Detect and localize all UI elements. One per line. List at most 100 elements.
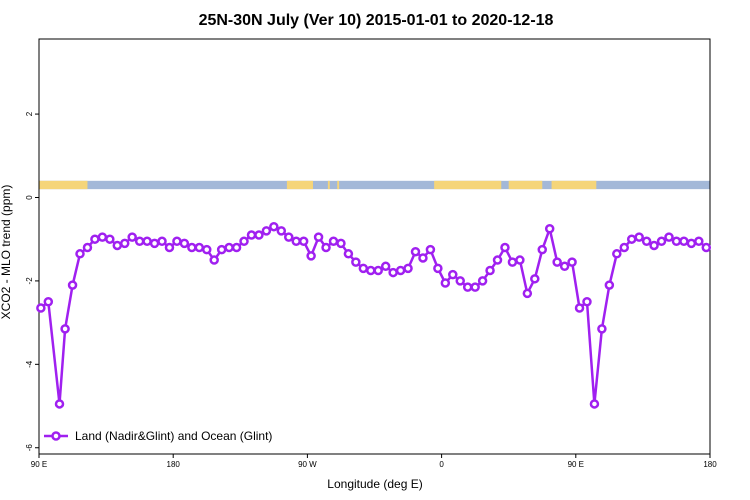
data-point xyxy=(239,236,249,247)
land-segment xyxy=(337,180,340,190)
data-point xyxy=(477,276,488,286)
data-point xyxy=(649,240,659,251)
data-point xyxy=(597,324,607,334)
data-point xyxy=(276,226,287,236)
data-point xyxy=(530,274,540,284)
land-segment xyxy=(39,180,88,190)
data-point xyxy=(537,244,547,255)
data-point xyxy=(112,240,123,251)
data-point xyxy=(119,238,130,249)
data-point xyxy=(172,236,182,247)
data-point xyxy=(224,242,234,253)
data-point xyxy=(626,234,637,244)
data-point xyxy=(462,282,473,292)
data-point xyxy=(216,244,227,255)
data-point xyxy=(43,297,54,307)
data-point xyxy=(410,246,421,257)
data-point xyxy=(544,224,555,234)
data-point xyxy=(231,242,242,253)
data-point xyxy=(328,236,339,247)
data-point xyxy=(306,251,316,261)
data-point xyxy=(82,242,93,253)
data-point xyxy=(664,232,674,242)
plot-area-border xyxy=(38,38,711,455)
legend: Land (Nadir&Glint) and Ocean (Glint) xyxy=(44,429,272,443)
data-point xyxy=(641,236,652,247)
data-point xyxy=(522,288,533,299)
data-point xyxy=(164,242,175,253)
data-point xyxy=(686,238,697,249)
data-point xyxy=(254,230,264,240)
legend-marker xyxy=(51,431,61,441)
y-axis: -6 -4 -2 0 2 xyxy=(25,111,39,451)
data-point xyxy=(60,324,70,334)
data-point xyxy=(246,230,257,240)
x-tick-label: 180 xyxy=(703,460,717,469)
series-layer xyxy=(36,221,712,409)
data-point xyxy=(679,236,689,247)
data-point xyxy=(142,236,152,247)
data-point xyxy=(36,303,46,313)
data-point xyxy=(321,242,331,253)
series-line xyxy=(40,225,708,406)
data-point xyxy=(388,267,398,278)
data-point xyxy=(559,261,570,272)
data-point xyxy=(97,232,108,242)
data-point xyxy=(187,242,197,253)
chart-title: 25N-30N July (Ver 10) 2015-01-01 to 2020… xyxy=(199,12,554,29)
data-point xyxy=(440,278,451,288)
land-segment xyxy=(327,180,330,190)
data-point xyxy=(54,399,65,409)
land-segment xyxy=(434,180,502,190)
data-point xyxy=(194,242,205,253)
data-point xyxy=(604,280,615,290)
x-axis-label: Longitude (deg E) xyxy=(327,477,422,491)
data-point xyxy=(105,234,115,244)
data-point xyxy=(567,257,577,267)
data-point xyxy=(157,236,167,247)
data-point xyxy=(589,399,600,409)
data-point xyxy=(492,255,503,265)
x-tick-label: 180 xyxy=(167,460,181,469)
x-tick-label: 90 E xyxy=(568,460,584,469)
data-point xyxy=(351,257,361,267)
data-point xyxy=(90,234,100,244)
data-point xyxy=(313,232,324,242)
data-point xyxy=(75,249,85,259)
data-point xyxy=(149,238,160,249)
data-point xyxy=(291,236,301,247)
data-point xyxy=(127,232,137,242)
data-point xyxy=(202,244,212,255)
x-tick-label: 90 W xyxy=(298,460,317,469)
data-point xyxy=(448,269,458,280)
data-point xyxy=(366,265,376,276)
data-point xyxy=(380,261,391,272)
x-tick-label: 90 E xyxy=(31,460,47,469)
data-point xyxy=(425,244,436,255)
data-point xyxy=(269,221,279,232)
data-point xyxy=(373,265,383,276)
x-tick-label: 0 xyxy=(439,460,444,469)
y-tick-label: 2 xyxy=(25,111,34,116)
data-point xyxy=(470,282,480,292)
data-point xyxy=(612,249,622,259)
y-tick-label: -4 xyxy=(25,360,34,368)
data-point xyxy=(619,242,630,253)
x-axis: 90 E 180 90 W 0 90 E 180 xyxy=(31,454,717,469)
data-point xyxy=(455,276,465,286)
data-point xyxy=(582,297,592,307)
data-point xyxy=(418,253,428,263)
data-point xyxy=(343,249,354,259)
data-point xyxy=(209,255,219,265)
data-point xyxy=(671,236,682,247)
data-point xyxy=(284,232,294,242)
land-segment xyxy=(551,180,597,190)
data-point xyxy=(701,242,712,253)
data-point xyxy=(515,255,525,265)
land-segment xyxy=(508,180,543,190)
y-tick-label: -2 xyxy=(25,277,34,285)
y-tick-label: 0 xyxy=(25,195,34,200)
data-point xyxy=(574,303,585,313)
data-point xyxy=(395,265,406,276)
